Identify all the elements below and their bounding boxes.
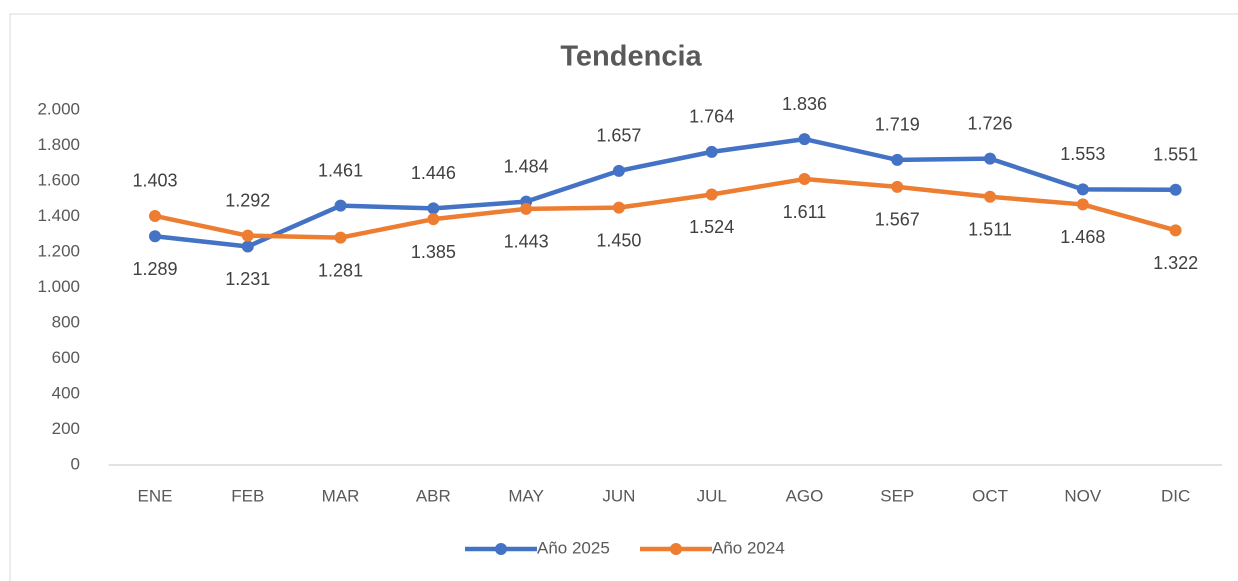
- x-tick-label: ENE: [138, 486, 173, 505]
- point: [427, 213, 440, 226]
- data-label: 1.322: [1153, 253, 1198, 273]
- data-label: 1.443: [504, 232, 549, 252]
- data-label: 1.450: [596, 230, 641, 250]
- x-tick-label: MAY: [508, 486, 544, 505]
- y-tick-label: 400: [52, 383, 80, 402]
- point: [1169, 183, 1182, 196]
- x-tick-label: MAR: [322, 486, 360, 505]
- data-label: 1.461: [318, 160, 363, 180]
- chart-title: Tendencia: [560, 41, 702, 73]
- x-tick-label: SEP: [880, 486, 914, 505]
- point: [612, 201, 625, 214]
- x-tick-label: JUL: [697, 486, 727, 505]
- data-label: 1.292: [225, 190, 270, 210]
- point: [891, 180, 904, 193]
- y-tick-label: 0: [71, 454, 80, 473]
- point: [148, 209, 161, 222]
- chart-border: [9, 13, 1238, 581]
- data-label: 1.719: [875, 115, 920, 135]
- legend-marker: [495, 543, 507, 555]
- point: [1169, 224, 1182, 237]
- point: [241, 240, 254, 253]
- point: [334, 199, 347, 212]
- x-tick-label: NOV: [1064, 486, 1102, 505]
- data-label: 1.836: [782, 94, 827, 114]
- data-label: 1.385: [411, 242, 456, 262]
- data-label: 1.764: [689, 107, 734, 127]
- x-tick-label: AGO: [786, 486, 824, 505]
- data-label: 1.484: [504, 156, 549, 176]
- series-line: [154, 136, 1176, 249]
- y-tick-label: 800: [52, 312, 80, 331]
- data-label: 1.551: [1153, 144, 1198, 164]
- legend-label: Año 2024: [712, 538, 785, 557]
- legend-label: Año 2025: [537, 538, 610, 557]
- point: [520, 202, 533, 215]
- data-label: 1.403: [132, 171, 177, 191]
- point: [984, 152, 997, 165]
- y-tick-label: 1.800: [37, 135, 80, 154]
- data-label: 1.289: [132, 259, 177, 279]
- point: [148, 230, 161, 243]
- data-label: 1.524: [689, 217, 734, 237]
- series-line: [154, 176, 1177, 240]
- point: [334, 231, 347, 244]
- y-tick-label: 200: [52, 419, 80, 438]
- x-tick-label: FEB: [231, 486, 264, 505]
- point: [984, 190, 997, 203]
- point: [798, 133, 811, 146]
- y-tick-label: 1.000: [37, 277, 80, 296]
- data-label: 1.553: [1060, 144, 1105, 164]
- y-tick-label: 2.000: [37, 99, 80, 118]
- data-label: 1.511: [968, 220, 1012, 240]
- y-tick-label: 1.400: [37, 206, 80, 225]
- data-label: 1.567: [875, 210, 920, 230]
- point: [705, 145, 718, 158]
- data-label: 1.611: [783, 202, 827, 222]
- x-tick-label: ABR: [416, 486, 451, 505]
- data-label: 1.446: [411, 163, 456, 183]
- x-tick-label: OCT: [972, 486, 1008, 505]
- point: [705, 188, 718, 201]
- y-tick-label: 1.600: [37, 170, 80, 189]
- y-tick-label: 600: [52, 348, 80, 367]
- data-label: 1.657: [596, 126, 641, 146]
- point: [241, 229, 254, 242]
- point: [427, 202, 440, 215]
- point: [612, 164, 625, 177]
- x-tick-label: DIC: [1161, 486, 1190, 505]
- legend-marker: [670, 543, 682, 555]
- point: [891, 153, 904, 166]
- data-label: 1.726: [968, 113, 1013, 133]
- y-tick-label: 1.200: [37, 241, 80, 260]
- data-label: 1.231: [225, 269, 270, 289]
- x-tick-label: JUN: [602, 486, 635, 505]
- point: [798, 173, 811, 186]
- data-label: 1.468: [1060, 227, 1105, 247]
- point: [1076, 183, 1089, 196]
- data-label: 1.281: [318, 260, 363, 280]
- point: [1076, 198, 1089, 211]
